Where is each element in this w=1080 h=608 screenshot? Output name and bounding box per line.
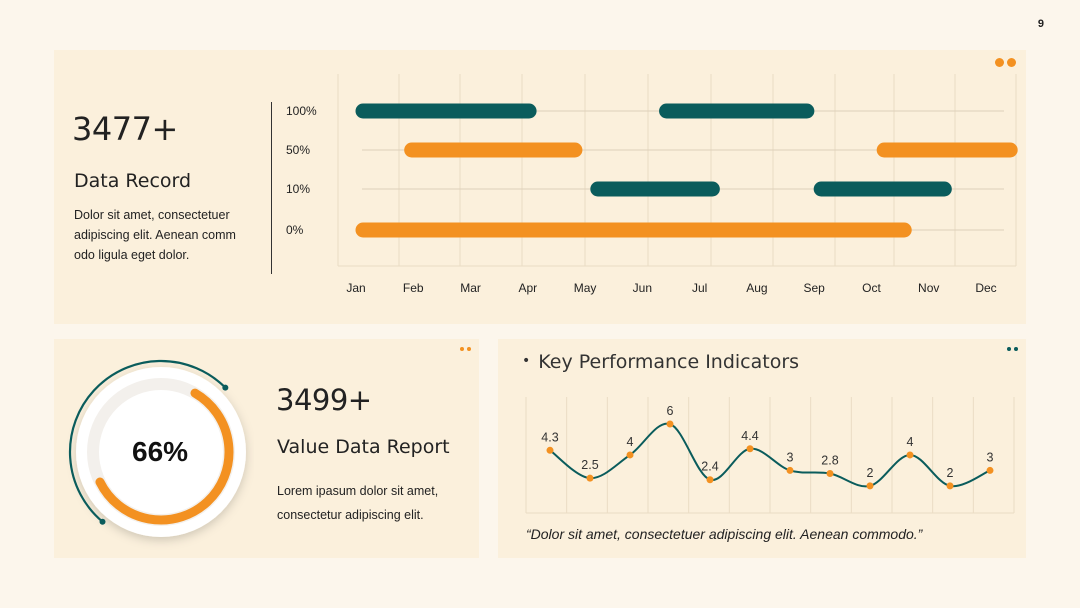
timeline-chart: 100% 50% 10% 0% Jan Feb Mar Apr May Jun Jul Aug Sep O…	[286, 74, 1018, 295]
value-report-number: 3499+	[276, 383, 372, 417]
vertical-divider	[271, 102, 272, 274]
kpi-data-label: 2.8	[821, 454, 838, 468]
kpi-quote: “Dolor sit amet, consectetuer adipiscing…	[526, 526, 923, 542]
data-record-description: Dolor sit amet, consectetuer adipiscing …	[74, 205, 236, 265]
desc-line: odo ligula eget dolor.	[74, 248, 190, 262]
kpi-point	[866, 482, 874, 490]
orange-dots-icon	[995, 58, 1016, 67]
desc-line: Dolor sit amet, consectetuer	[74, 208, 230, 222]
kpi-point	[666, 420, 674, 428]
kpi-point	[906, 451, 914, 459]
kpi-title-text: Key Performance Indicators	[538, 351, 800, 373]
kpi-panel: • Key Performance Indicators 4.3 2.5 4 6 2.4 4…	[498, 339, 1026, 558]
kpi-line-chart: 4.3 2.5 4 6 2.4 4.4 3 2.8 2 4 2 3	[525, 397, 1015, 514]
donut-outer-arc	[68, 359, 227, 523]
data-record-title: Data Record	[74, 170, 192, 192]
donut-progress-arc	[95, 388, 234, 525]
page-number: 9	[1037, 18, 1044, 30]
arc-end-dot	[99, 518, 106, 525]
x-tick-label: Apr	[518, 281, 537, 295]
kpi-point	[706, 476, 714, 484]
kpi-data-label: 3	[787, 450, 794, 464]
teal-dots-icon	[1007, 347, 1018, 351]
kpi-data-label: 4	[627, 435, 634, 449]
kpi-point	[946, 482, 954, 490]
kpi-data-label: 2.4	[701, 460, 718, 474]
kpi-point	[586, 474, 594, 482]
y-tick-label: 0%	[286, 223, 304, 237]
kpi-title: • Key Performance Indicators	[522, 351, 799, 373]
kpi-point	[626, 451, 634, 459]
kpi-data-label: 2	[947, 466, 954, 480]
kpi-data-label: 2	[867, 466, 874, 480]
x-tick-label: Jun	[633, 281, 652, 295]
x-tick-label: Feb	[403, 281, 424, 295]
x-tick-label: Aug	[746, 281, 767, 295]
data-record-panel: 3477+ Data Record Dolor sit amet, consec…	[54, 50, 1026, 324]
value-report-description: Lorem ipasum dolor sit amet, consectetur…	[277, 479, 438, 527]
x-tick-label: Dec	[975, 281, 996, 295]
desc-line: Lorem ipasum dolor sit amet,	[277, 484, 439, 498]
desc-line: adipiscing elit. Aenean comm	[74, 228, 236, 242]
donut-percent-label: 66%	[132, 436, 189, 467]
data-record-value: 3477+	[72, 110, 178, 148]
desc-line: consectetur adipiscing elit.	[277, 508, 424, 522]
donut-chart	[68, 359, 246, 537]
arc-end-dot	[222, 384, 229, 391]
y-tick-label: 100%	[286, 104, 317, 118]
kpi-point	[746, 445, 754, 453]
kpi-point	[826, 470, 834, 478]
x-tick-label: Jan	[346, 281, 365, 295]
orange-dots-icon	[460, 347, 471, 351]
kpi-data-label: 6	[667, 404, 674, 418]
kpi-point	[986, 466, 994, 474]
y-tick-label: 10%	[286, 182, 310, 196]
value-report-title: Value Data Report	[277, 436, 450, 458]
x-tick-label: Nov	[918, 281, 939, 295]
kpi-point	[546, 446, 554, 454]
value-report-panel: 66% 3499+ Value Data Report Lorem ipasum…	[54, 339, 479, 558]
x-tick-label: Oct	[862, 281, 881, 295]
donut-background	[76, 367, 246, 537]
kpi-data-label: 4	[907, 435, 914, 449]
kpi-data-label: 4.4	[741, 429, 758, 443]
y-tick-label: 50%	[286, 143, 310, 157]
bullet-icon: •	[522, 353, 531, 369]
kpi-data-label: 4.3	[541, 430, 558, 444]
x-tick-label: Sep	[804, 281, 826, 295]
kpi-data-label: 3	[987, 450, 994, 464]
x-tick-label: Jul	[692, 281, 707, 295]
kpi-data-label: 2.5	[581, 458, 598, 472]
x-tick-label: Mar	[460, 281, 481, 295]
kpi-point	[786, 466, 794, 474]
x-tick-label: May	[574, 281, 597, 295]
